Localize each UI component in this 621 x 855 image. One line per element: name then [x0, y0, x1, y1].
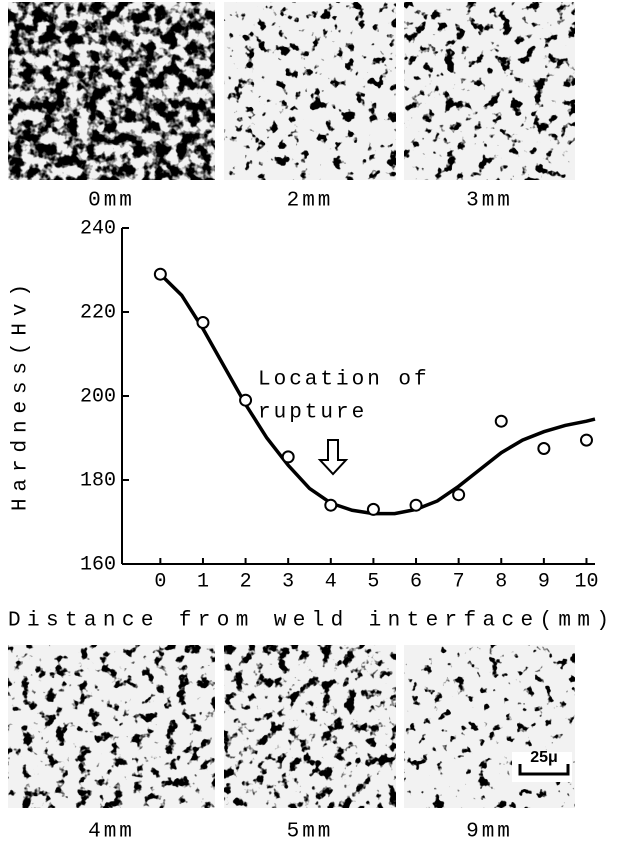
- data-point: [281, 450, 295, 464]
- x-tick-label: 2: [240, 570, 252, 593]
- x-tick-label: 5: [367, 570, 379, 593]
- x-tick-label: 1: [197, 570, 209, 593]
- annotation: rupture: [258, 402, 367, 425]
- data-point: [324, 498, 338, 512]
- rupture-arrow: [317, 439, 349, 476]
- micrograph-label: 3mm: [466, 190, 513, 213]
- x-axis-label: Distance from weld interface(mm): [8, 610, 612, 633]
- data-point: [409, 498, 423, 512]
- micrograph: [223, 1, 397, 181]
- micrograph: [223, 644, 397, 809]
- data-point: [452, 488, 466, 502]
- x-tick-label: 6: [410, 570, 422, 593]
- data-point: [579, 433, 593, 447]
- micrograph-label: 2mm: [287, 190, 334, 213]
- micrograph-label: 9mm: [466, 821, 513, 844]
- data-point: [196, 316, 210, 329]
- fit-curve: [159, 272, 596, 516]
- y-tick-label: 240: [80, 217, 116, 240]
- data-point: [494, 414, 508, 428]
- y-tick-label: 200: [80, 385, 116, 408]
- data-point: [366, 502, 380, 516]
- micrograph-label: 5mm: [287, 821, 334, 844]
- y-axis-label: Hardness(Hv): [10, 281, 33, 511]
- micrograph: [403, 1, 576, 181]
- y-tick-label: 160: [80, 553, 116, 576]
- micrograph-label: 0mm: [88, 190, 135, 213]
- x-tick-label: 0: [154, 570, 166, 593]
- data-point: [537, 442, 551, 455]
- x-tick-label: 10: [574, 570, 598, 593]
- scale-bar: [518, 764, 570, 776]
- data-point: [239, 393, 253, 407]
- micrograph: [7, 644, 216, 809]
- y-tick-label: 220: [80, 301, 116, 324]
- y-tick-label: 180: [80, 469, 116, 492]
- x-tick-label: 4: [325, 570, 337, 593]
- x-tick-label: 3: [282, 570, 294, 593]
- x-tick-label: 8: [495, 570, 507, 593]
- micrograph-label: 4mm: [88, 821, 135, 844]
- annotation: Location of: [258, 369, 430, 392]
- x-tick-label: 9: [538, 570, 550, 593]
- x-tick-label: 7: [453, 570, 465, 593]
- data-point: [153, 267, 167, 281]
- scale-bar-bg: [512, 752, 572, 782]
- scale-bar-label: 25μ: [530, 749, 558, 766]
- micrograph: [403, 644, 576, 809]
- micrograph: [7, 1, 216, 181]
